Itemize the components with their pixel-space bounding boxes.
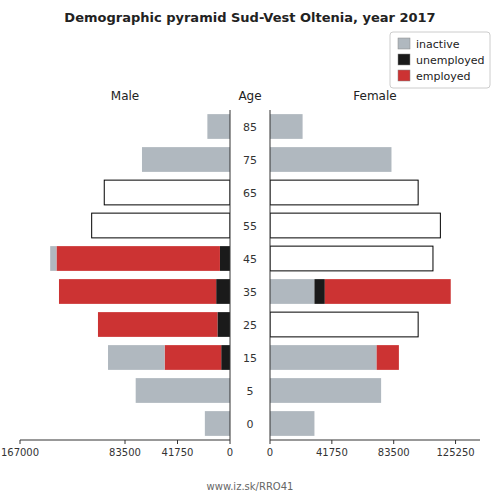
tick	[455, 440, 456, 444]
bar	[270, 378, 381, 403]
bar	[314, 279, 324, 304]
tick	[125, 440, 126, 444]
bar	[205, 411, 230, 436]
bar	[377, 345, 399, 370]
panel: Male 167000 83500 41750 0 0 5 15 25 35 45 55 65 75 85	[1, 89, 257, 458]
panel-header: Female	[353, 89, 396, 103]
tick-label: 0	[267, 447, 273, 458]
bar	[59, 279, 216, 304]
bar	[270, 279, 314, 304]
bar	[270, 147, 391, 172]
bar	[270, 114, 303, 139]
panel-header: Male	[111, 89, 139, 103]
bar	[270, 213, 440, 238]
legend-label: inactive	[416, 38, 460, 51]
bar	[108, 345, 165, 370]
tick-label: 41750	[316, 447, 348, 458]
category-label: 65	[243, 187, 257, 200]
legend-swatch	[398, 70, 410, 81]
bar	[92, 213, 230, 238]
category-label: 0	[247, 418, 254, 431]
bar	[314, 411, 315, 436]
bar	[391, 147, 392, 172]
bar	[216, 279, 230, 304]
tick-label: 83500	[109, 447, 141, 458]
tick-label: 41750	[162, 447, 194, 458]
bar	[58, 279, 59, 304]
category-label: 25	[243, 319, 257, 332]
bar	[270, 312, 418, 337]
chart: Demographic pyramid Sud-Vest Oltenia, ye…	[0, 0, 500, 500]
tick	[270, 440, 271, 444]
bar	[136, 378, 230, 403]
bar	[391, 147, 392, 172]
legend: inactive unemployed employed	[390, 32, 490, 88]
category-label: 15	[243, 352, 257, 365]
category-label: 75	[243, 154, 257, 167]
tick	[177, 440, 178, 444]
bar	[270, 180, 418, 205]
bar	[302, 114, 303, 139]
bar	[270, 246, 433, 271]
bars	[50, 114, 230, 436]
panel: Female 0 41750 83500 125250	[267, 89, 480, 458]
category-label: 55	[243, 220, 257, 233]
bar	[207, 114, 230, 139]
tick-label: 0	[227, 447, 233, 458]
bar	[325, 279, 451, 304]
axis-label: Age	[238, 89, 261, 103]
category-label: 35	[243, 286, 257, 299]
tick	[331, 440, 332, 444]
legend-box	[390, 32, 490, 88]
category-label: 85	[243, 121, 257, 134]
bar	[98, 312, 217, 337]
bar	[56, 246, 219, 271]
legend-swatch	[398, 54, 410, 65]
bar	[104, 180, 230, 205]
tick	[230, 440, 231, 444]
bar	[221, 345, 230, 370]
legend-label: employed	[416, 70, 471, 83]
bar	[270, 345, 377, 370]
bar	[142, 147, 230, 172]
bars	[270, 114, 451, 436]
bar	[217, 312, 230, 337]
bar	[314, 411, 315, 436]
legend-label: unemployed	[416, 54, 484, 67]
x-axis	[270, 440, 480, 441]
bar	[97, 312, 98, 337]
bar	[50, 246, 56, 271]
title: Demographic pyramid Sud-Vest Oltenia, ye…	[64, 10, 435, 25]
tick	[20, 440, 21, 444]
bar	[302, 114, 303, 139]
tick-label: 125250	[436, 447, 474, 458]
bar	[220, 246, 230, 271]
tick-label: 167000	[1, 447, 39, 458]
tick-label: 83500	[378, 447, 410, 458]
category-label: 45	[243, 253, 257, 266]
footer: www.iz.sk/RRO41	[207, 481, 294, 492]
bar	[381, 378, 382, 403]
center-axis	[270, 110, 271, 440]
bar	[381, 378, 382, 403]
bar	[165, 345, 222, 370]
legend-swatch	[398, 38, 410, 49]
bar	[270, 411, 314, 436]
center-axis	[230, 110, 231, 440]
tick	[393, 440, 394, 444]
category-label: 5	[247, 385, 254, 398]
